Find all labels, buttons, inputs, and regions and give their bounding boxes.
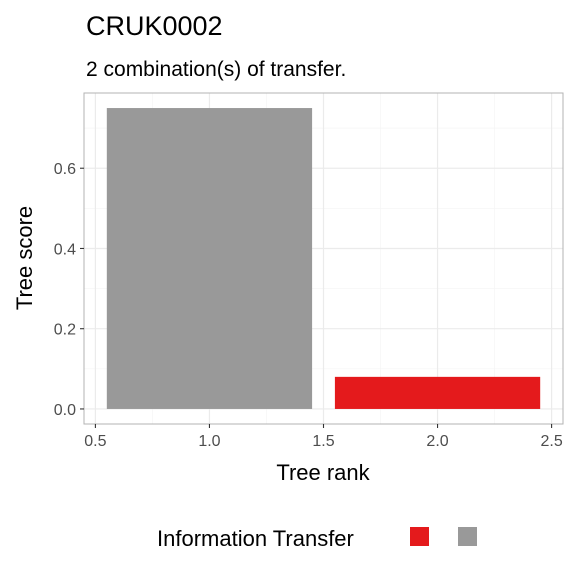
chart-subtitle: 2 combination(s) of transfer. <box>86 58 346 81</box>
bar-rank-2 <box>334 376 541 409</box>
legend-key <box>458 527 477 546</box>
legend: Information Transfer <box>157 526 477 551</box>
y-axis-label: Tree score <box>12 206 37 310</box>
y-tick-label: 0.2 <box>54 322 76 339</box>
legend-key <box>410 527 429 546</box>
legend-title: Information Transfer <box>157 526 354 551</box>
grid-major <box>84 93 563 424</box>
x-axis: 0.5 1.0 1.5 2.0 2.5 <box>84 424 563 450</box>
y-axis: 0.0 0.2 0.4 0.6 <box>54 161 84 419</box>
x-tick-label: 0.5 <box>84 433 106 450</box>
legend-keys <box>410 527 477 546</box>
y-tick-label: 0.0 <box>54 402 76 419</box>
x-tick-label: 2.0 <box>426 433 448 450</box>
bars <box>106 108 541 409</box>
x-tick-label: 2.5 <box>540 433 562 450</box>
chart-title: CRUK0002 <box>86 11 223 41</box>
bar-rank-1 <box>106 108 313 409</box>
y-tick-label: 0.4 <box>54 241 76 258</box>
x-tick-label: 1.5 <box>312 433 334 450</box>
x-tick-label: 1.0 <box>198 433 220 450</box>
x-axis-label: Tree rank <box>276 460 370 485</box>
y-tick-label: 0.6 <box>54 161 76 178</box>
